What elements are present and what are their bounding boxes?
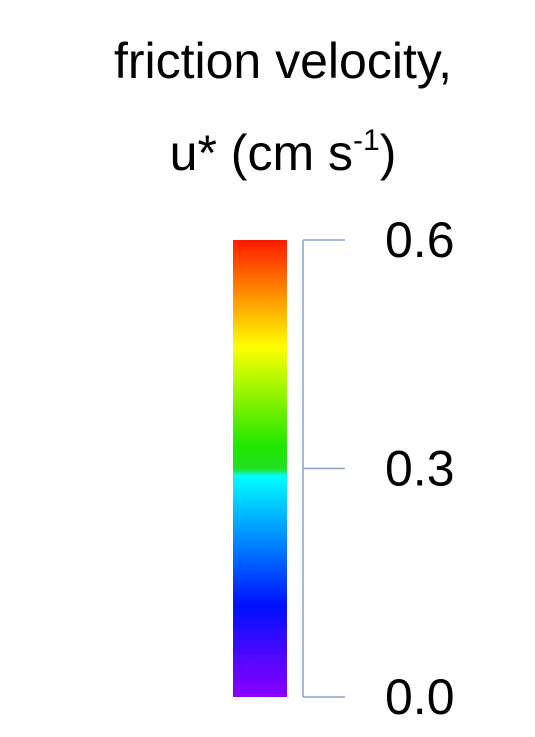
title: friction velocity, <box>114 33 452 89</box>
subtitle-text: u* (cm s <box>170 125 353 181</box>
subtitle-superscript: -1 <box>353 124 380 157</box>
subtitle: u* (cm s-1) <box>170 124 397 181</box>
subtitle-text: ) <box>380 125 397 181</box>
tick-label: 0.6 <box>385 212 455 268</box>
tick-label: 0.0 <box>385 669 455 725</box>
color-bar <box>233 240 287 697</box>
tick-label: 0.3 <box>385 441 455 497</box>
